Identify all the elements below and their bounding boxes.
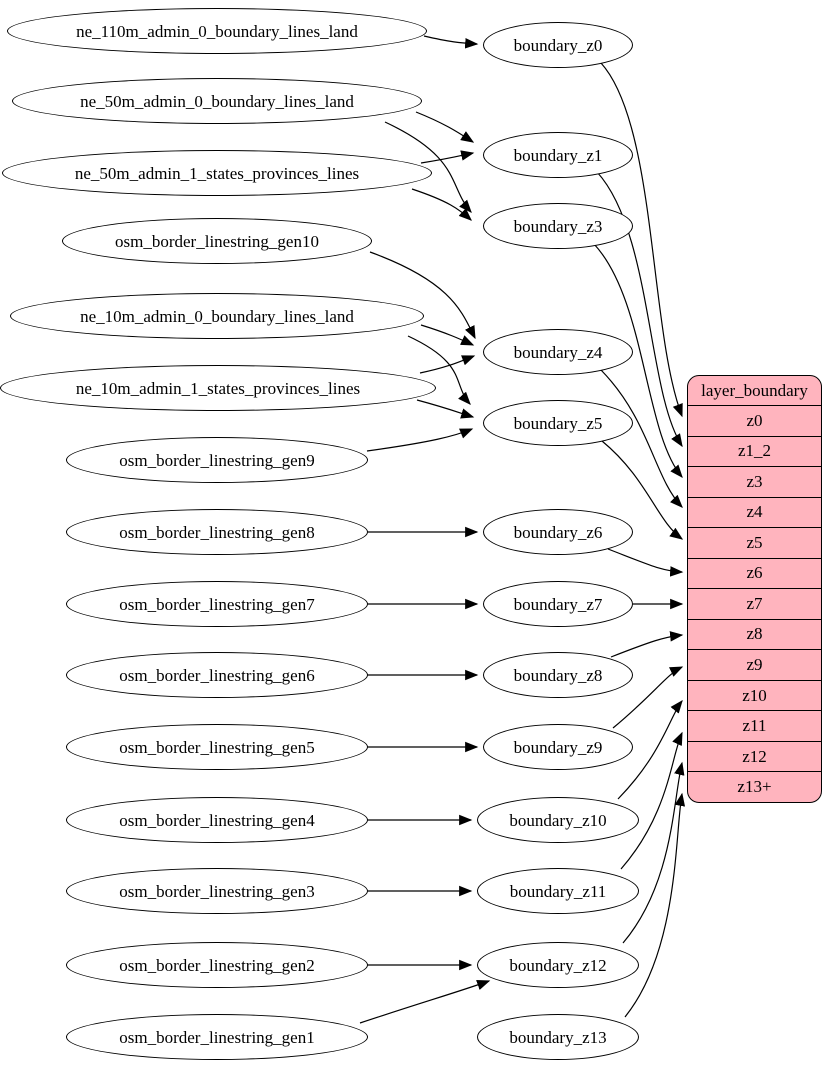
layer-boundary-row-z7: z7 (688, 588, 821, 619)
edge-boundary-z5-to-row-z5 (601, 440, 684, 540)
node-ne-110m-admin-0-boundary-lines-land: ne_110m_admin_0_boundary_lines_land (7, 8, 427, 54)
node-osm-border-linestring-gen6: osm_border_linestring_gen6 (66, 652, 368, 698)
node-ne-10m-admin-1-states-provinces-lines: ne_10m_admin_1_states_provinces_lines (0, 365, 436, 411)
edge-gen10-to-boundary-z4 (369, 251, 476, 340)
layer-boundary-row-z1-2: z1_2 (688, 435, 821, 467)
edge-ne-10m-admin-1-to-boundary-z5 (416, 399, 475, 419)
edge-boundary-z0-to-row-z0 (600, 62, 683, 418)
node-boundary-z4: boundary_z4 (483, 329, 633, 375)
edge-boundary-z3-to-row-z3 (593, 243, 683, 479)
edge-boundary-z11-to-row-z11 (620, 731, 683, 870)
layer-boundary-row-z0: z0 (688, 405, 821, 436)
node-boundary-z5: boundary_z5 (483, 400, 633, 446)
edge-boundary-z12-to-row-z12 (622, 761, 685, 944)
edge-boundary-z1-to-row-z1-2 (596, 171, 683, 448)
node-osm-border-linestring-gen10: osm_border_linestring_gen10 (62, 218, 372, 264)
node-osm-border-linestring-gen3: osm_border_linestring_gen3 (66, 868, 368, 914)
node-ne-10m-admin-0-boundary-lines-land: ne_10m_admin_0_boundary_lines_land (10, 293, 424, 339)
edge-ne-10m-admin-1-to-boundary-z4 (419, 355, 476, 374)
layer-boundary-table-title: layer_boundary (701, 380, 808, 400)
node-osm-border-linestring-gen1: osm_border_linestring_gen1 (66, 1014, 368, 1060)
edge-ne-50m-admin-1-to-boundary-z1 (420, 150, 475, 164)
layer-boundary-row-z11: z11 (688, 710, 821, 741)
node-boundary-z11: boundary_z11 (477, 868, 639, 914)
edge-boundary-z8-to-row-z8 (610, 631, 684, 658)
node-boundary-z3: boundary_z3 (483, 203, 633, 249)
node-boundary-z7: boundary_z7 (483, 581, 633, 627)
layer-boundary-row-z12: z12 (688, 740, 821, 772)
layer-boundary-row-z6: z6 (688, 557, 821, 589)
node-osm-border-linestring-gen4: osm_border_linestring_gen4 (66, 797, 368, 843)
edge-ne-50m-admin-0-to-boundary-z1 (415, 111, 475, 143)
edge-ne-10m-admin-0-to-boundary-z4 (420, 324, 475, 346)
edge-ne-10m-admin-0-to-boundary-z5 (407, 335, 471, 405)
node-boundary-z12: boundary_z12 (477, 942, 639, 988)
layer-boundary-row-z9: z9 (688, 649, 821, 680)
edge-boundary-z4-to-row-z4 (600, 369, 683, 508)
layer-boundary-table: layer_boundary z0 z1_2 z3 z4 z5 z6 z7 z8… (687, 375, 822, 803)
node-boundary-z9: boundary_z9 (483, 724, 633, 770)
node-osm-border-linestring-gen7: osm_border_linestring_gen7 (66, 581, 368, 627)
edge-boundary-z6-to-row-z6 (607, 548, 684, 577)
layer-boundary-row-z10: z10 (688, 679, 821, 711)
node-boundary-z10: boundary_z10 (477, 797, 639, 843)
layer-boundary-row-z5: z5 (688, 527, 821, 558)
node-osm-border-linestring-gen9: osm_border_linestring_gen9 (66, 437, 368, 483)
edge-boundary-z13-to-row-z13plus (624, 792, 686, 1018)
edge-ne-50m-admin-0-to-boundary-z3 (384, 121, 472, 213)
node-osm-border-linestring-gen5: osm_border_linestring_gen5 (66, 724, 368, 770)
node-ne-50m-admin-1-states-provinces-lines: ne_50m_admin_1_states_provinces_lines (2, 150, 432, 196)
node-boundary-z0: boundary_z0 (483, 22, 633, 68)
node-boundary-z6: boundary_z6 (483, 509, 633, 555)
layer-boundary-row-z3: z3 (688, 466, 821, 497)
layer-boundary-row-z4: z4 (688, 496, 821, 528)
edge-ne-50m-admin-1-to-boundary-z3 (411, 188, 472, 221)
edge-ne-110m-admin-0-to-boundary-z0 (423, 35, 479, 49)
edge-boundary-z10-to-row-z10 (617, 699, 683, 800)
node-boundary-z8: boundary_z8 (483, 652, 633, 698)
node-ne-50m-admin-0-boundary-lines-land: ne_50m_admin_0_boundary_lines_land (12, 78, 422, 124)
edge-gen1-to-boundary-z12 (359, 979, 491, 1024)
node-boundary-z13: boundary_z13 (477, 1014, 639, 1060)
edge-gen9-to-boundary-z5 (366, 428, 474, 452)
layer-boundary-row-z8: z8 (688, 618, 821, 650)
node-osm-border-linestring-gen2: osm_border_linestring_gen2 (66, 942, 368, 988)
edge-boundary-z9-to-row-z9 (612, 666, 684, 729)
node-boundary-z1: boundary_z1 (483, 132, 633, 178)
node-osm-border-linestring-gen8: osm_border_linestring_gen8 (66, 509, 368, 555)
layer-boundary-row-z13plus: z13+ (688, 771, 821, 802)
